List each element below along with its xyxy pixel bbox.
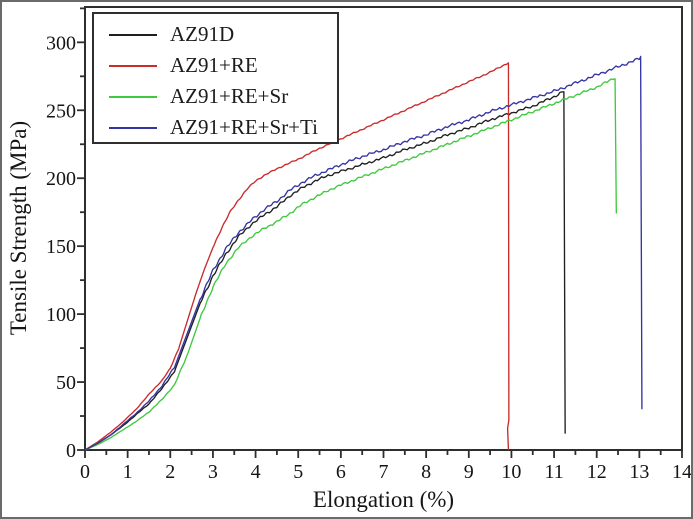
plot-border bbox=[84, 6, 683, 451]
legend-line-swatch bbox=[109, 64, 157, 67]
x-tick-label: 6 bbox=[336, 461, 346, 483]
y-tick-label: 250 bbox=[46, 100, 76, 122]
x-axis-title: Elongation (%) bbox=[312, 487, 455, 512]
x-tick-label: 13 bbox=[629, 461, 649, 483]
series-line-az91-re bbox=[84, 62, 510, 451]
y-tick-label: 150 bbox=[46, 236, 76, 258]
legend-line-swatch bbox=[109, 126, 157, 129]
x-tick-label: 0 bbox=[80, 461, 90, 483]
x-tick-label: 9 bbox=[464, 461, 474, 483]
x-tick-label: 4 bbox=[251, 461, 261, 483]
x-tick-label: 12 bbox=[587, 461, 607, 483]
x-tick-label: 2 bbox=[165, 461, 175, 483]
legend-item-label: AZ91+RE+Sr bbox=[170, 84, 289, 108]
y-axis-title: Tensile Strength (MPa) bbox=[6, 120, 31, 336]
legend-item: AZ91+RE+Sr bbox=[109, 81, 337, 112]
legend-item-label: AZ91+RE bbox=[170, 53, 258, 77]
x-tick-label: 5 bbox=[293, 461, 303, 483]
series-line-az91d bbox=[84, 91, 566, 451]
legend-line-swatch bbox=[109, 33, 157, 36]
x-tick-label: 14 bbox=[672, 461, 692, 483]
legend-item: AZ91+RE+Sr+Ti bbox=[109, 112, 337, 143]
y-tick-label: 300 bbox=[46, 32, 76, 54]
y-tick-label: 50 bbox=[56, 372, 76, 394]
x-tick-label: 3 bbox=[208, 461, 218, 483]
legend-line-swatch bbox=[109, 95, 157, 98]
y-tick-label: 0 bbox=[66, 440, 76, 462]
y-tick-label: 100 bbox=[46, 304, 76, 326]
y-tick-label: 200 bbox=[46, 168, 76, 190]
legend-item: AZ91+RE bbox=[109, 50, 337, 81]
x-tick-label: 11 bbox=[544, 461, 563, 483]
x-tick-label: 8 bbox=[421, 461, 431, 483]
legend-item: AZ91D bbox=[109, 19, 337, 50]
legend: AZ91D AZ91+RE AZ91+RE+Sr AZ91+RE+Sr+Ti bbox=[92, 12, 339, 144]
series-line-az91-re-sr bbox=[84, 78, 618, 451]
series-line-az91-re-sr-ti bbox=[84, 55, 643, 451]
x-tick-label: 7 bbox=[379, 461, 389, 483]
legend-item-label: AZ91D bbox=[170, 22, 235, 46]
x-tick-label: 10 bbox=[501, 461, 521, 483]
legend-item-label: AZ91+RE+Sr+Ti bbox=[170, 115, 318, 139]
x-tick-label: 1 bbox=[123, 461, 133, 483]
